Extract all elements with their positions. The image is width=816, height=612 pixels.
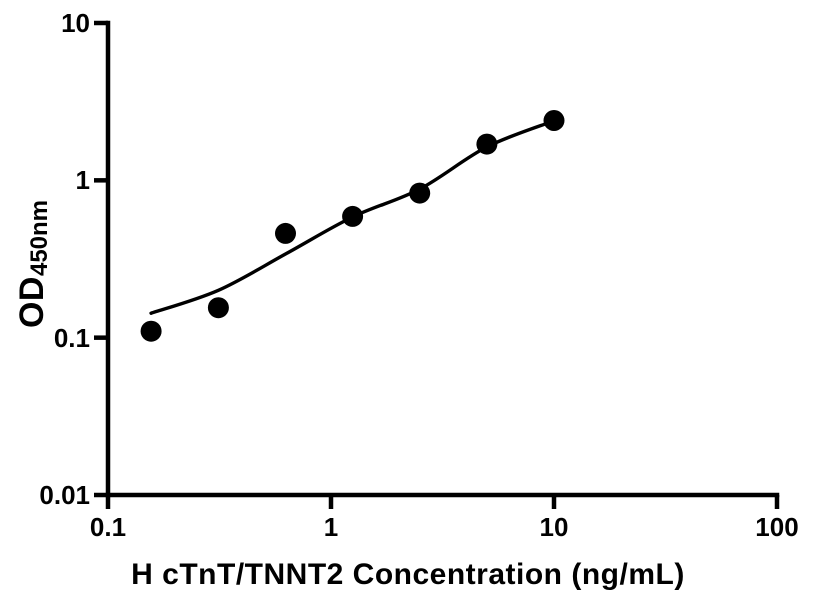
x-tick-label: 10 bbox=[539, 512, 569, 542]
y-tick-label: 10 bbox=[61, 8, 90, 38]
x-tick-label: 1 bbox=[323, 512, 339, 542]
data-point-marker bbox=[207, 297, 229, 319]
x-tick-label: 100 bbox=[755, 512, 799, 542]
y-tick-label: 0.1 bbox=[53, 322, 90, 353]
y-tick-label: 0.01 bbox=[39, 480, 90, 510]
data-point-marker bbox=[275, 222, 296, 244]
data-point-marker bbox=[140, 320, 162, 342]
y-axis-title: OD 450nm bbox=[10, 114, 54, 414]
x-axis-title: H cTnT/TNNT2 Concentration (ng/mL) bbox=[131, 558, 685, 591]
fit-curve-line bbox=[149, 119, 556, 315]
y-axis-title-main: OD bbox=[12, 276, 51, 329]
y-axis-title-subscript: 450nm bbox=[26, 199, 53, 277]
y-tick-label: 1 bbox=[75, 165, 90, 196]
x-tick-label: 0.1 bbox=[89, 512, 127, 542]
